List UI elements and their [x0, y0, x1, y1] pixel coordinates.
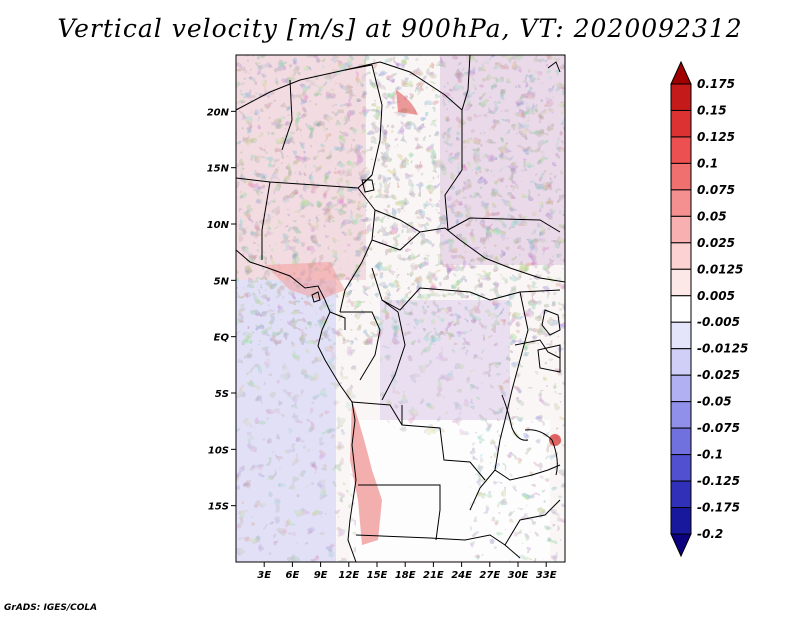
- lon-tick-label: 12E: [338, 570, 359, 581]
- lon-tick-label: 6E: [286, 570, 300, 581]
- lon-tick-label: 27E: [479, 570, 500, 581]
- colorbar-label: -0.1: [697, 448, 723, 462]
- colorbar-max-triangle: [670, 60, 692, 85]
- lat-tick-label: 15N: [207, 164, 230, 175]
- colorbar-label: -0.025: [697, 368, 740, 382]
- colorbar-swatch: [670, 427, 692, 456]
- colorbar-label: 0.15: [697, 103, 727, 117]
- lon-tick-label: 3E: [257, 570, 271, 581]
- colorbar-swatch: [670, 189, 692, 217]
- chart-title: Vertical velocity [m/s] at 900hPa, VT: 2…: [57, 14, 743, 43]
- lat-tick-label: EQ: [214, 333, 230, 344]
- latitude-axis: 20N 15N 10N 5N EQ 5S 10S 15S: [207, 107, 236, 513]
- lat-tick-label: 10N: [207, 220, 230, 231]
- colorbar-swatch: [670, 109, 692, 138]
- colorbar-swatch: [670, 507, 692, 535]
- colorbar-label: 0.005: [697, 289, 735, 303]
- lat-tick-label: 15S: [208, 502, 229, 513]
- colorbar-swatch: [670, 242, 692, 270]
- lat-tick-label: 5N: [214, 276, 230, 287]
- colorbar-swatch: [670, 268, 692, 297]
- colorbar-swatch: [670, 321, 692, 350]
- grads-credit: GrADS: IGES/COLA: [4, 603, 98, 613]
- colorbar-label: -0.05: [697, 395, 732, 409]
- colorbar-label: -0.005: [697, 315, 740, 329]
- longitude-axis: 3E 6E 9E 12E 15E 18E 21E 24E 27E 30E 33E: [257, 562, 557, 581]
- colorbar-swatch: [670, 136, 692, 164]
- colorbar-swatch: [670, 348, 692, 376]
- colorbar-swatch: [670, 295, 692, 323]
- colorbar-label: 0.05: [697, 209, 727, 223]
- lat-tick-label: 5S: [215, 389, 229, 400]
- colorbar-label: 0.075: [697, 183, 735, 197]
- colorbar-swatch: [670, 401, 692, 429]
- lon-tick-label: 30E: [508, 570, 529, 581]
- colorbar-swatch: [670, 83, 692, 111]
- colorbar-swatch: [670, 454, 692, 482]
- lat-tick-label: 20N: [207, 107, 230, 118]
- colorbar-swatch: [670, 374, 692, 403]
- colorbar-min-triangle: [670, 533, 692, 558]
- colorbar-label: 0.125: [697, 130, 735, 144]
- country-borders: [236, 55, 565, 562]
- colorbar-label: 0.0125: [697, 262, 743, 276]
- velocity-field: [236, 55, 565, 562]
- colorbar-swatch: [670, 480, 692, 509]
- colorbar-swatch: [670, 162, 692, 191]
- lat-tick-label: 10S: [208, 445, 229, 456]
- lon-tick-label: 21E: [423, 570, 444, 581]
- colorbar: 0.175 0.15 0.125 0.1 0.075 0.05 0.025 0.0125 0.0…: [670, 60, 748, 558]
- colorbar-swatch: [670, 215, 692, 244]
- colorbar-label: 0.175: [697, 77, 735, 91]
- map-panel: [235, 54, 566, 563]
- map-frame: [235, 54, 566, 563]
- colorbar-label: 0.025: [697, 236, 735, 250]
- lon-tick-label: 24E: [451, 570, 472, 581]
- colorbar-label: -0.2: [697, 527, 723, 541]
- colorbar-label: -0.175: [697, 501, 740, 515]
- lon-tick-label: 9E: [314, 570, 328, 581]
- lon-tick-label: 33E: [536, 570, 557, 581]
- lon-tick-label: 15E: [367, 570, 388, 581]
- colorbar-label: -0.125: [697, 474, 740, 488]
- colorbar-label: 0.1: [697, 156, 718, 170]
- colorbar-label: -0.075: [697, 421, 740, 435]
- colorbar-label: -0.0125: [697, 342, 748, 356]
- lon-tick-label: 18E: [395, 570, 416, 581]
